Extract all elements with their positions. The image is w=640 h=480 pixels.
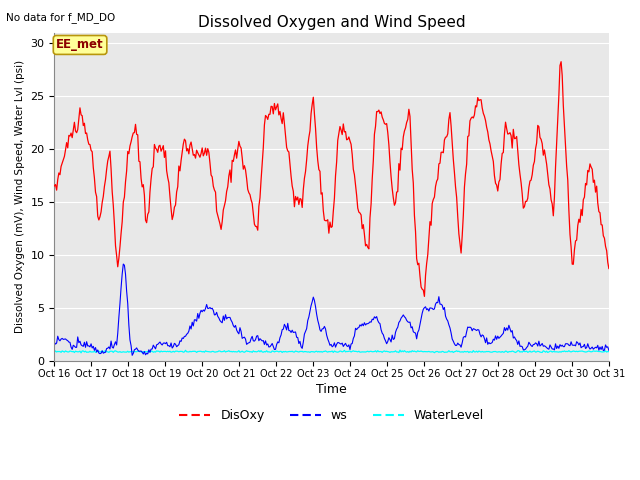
WaterLevel bbox=[51, 349, 58, 355]
Text: No data for f_MD_DO: No data for f_MD_DO bbox=[6, 12, 116, 23]
DisOxy bbox=[314, 157, 321, 163]
WaterLevel bbox=[381, 349, 389, 355]
X-axis label: Time: Time bbox=[316, 383, 347, 396]
ws bbox=[51, 339, 58, 345]
Line: DisOxy: DisOxy bbox=[54, 62, 609, 296]
WaterLevel bbox=[605, 349, 612, 355]
WaterLevel bbox=[594, 348, 602, 354]
DisOxy bbox=[420, 293, 428, 299]
DisOxy bbox=[506, 130, 514, 135]
ws bbox=[383, 341, 390, 347]
ws bbox=[605, 348, 612, 353]
Line: WaterLevel: WaterLevel bbox=[54, 350, 609, 353]
Text: EE_met: EE_met bbox=[56, 38, 104, 51]
DisOxy bbox=[605, 265, 612, 271]
Title: Dissolved Oxygen and Wind Speed: Dissolved Oxygen and Wind Speed bbox=[198, 15, 465, 30]
WaterLevel bbox=[315, 348, 323, 354]
Line: ws: ws bbox=[54, 264, 609, 355]
WaterLevel bbox=[318, 349, 326, 355]
ws bbox=[594, 342, 602, 348]
DisOxy bbox=[51, 183, 58, 189]
WaterLevel bbox=[77, 350, 85, 356]
WaterLevel bbox=[352, 348, 360, 354]
WaterLevel bbox=[508, 349, 515, 355]
ws bbox=[316, 327, 324, 333]
Y-axis label: Dissolved Oxygen (mV), Wind Speed, Water Lvl (psi): Dissolved Oxygen (mV), Wind Speed, Water… bbox=[15, 60, 25, 334]
ws bbox=[120, 261, 127, 267]
WaterLevel bbox=[396, 347, 404, 353]
DisOxy bbox=[594, 200, 602, 206]
DisOxy bbox=[351, 172, 358, 178]
ws bbox=[353, 327, 360, 333]
Legend: DisOxy, ws, WaterLevel: DisOxy, ws, WaterLevel bbox=[174, 404, 489, 427]
ws bbox=[508, 329, 515, 335]
DisOxy bbox=[317, 191, 325, 197]
DisOxy bbox=[557, 59, 565, 65]
ws bbox=[319, 326, 327, 332]
DisOxy bbox=[381, 120, 388, 126]
ws bbox=[129, 352, 136, 358]
